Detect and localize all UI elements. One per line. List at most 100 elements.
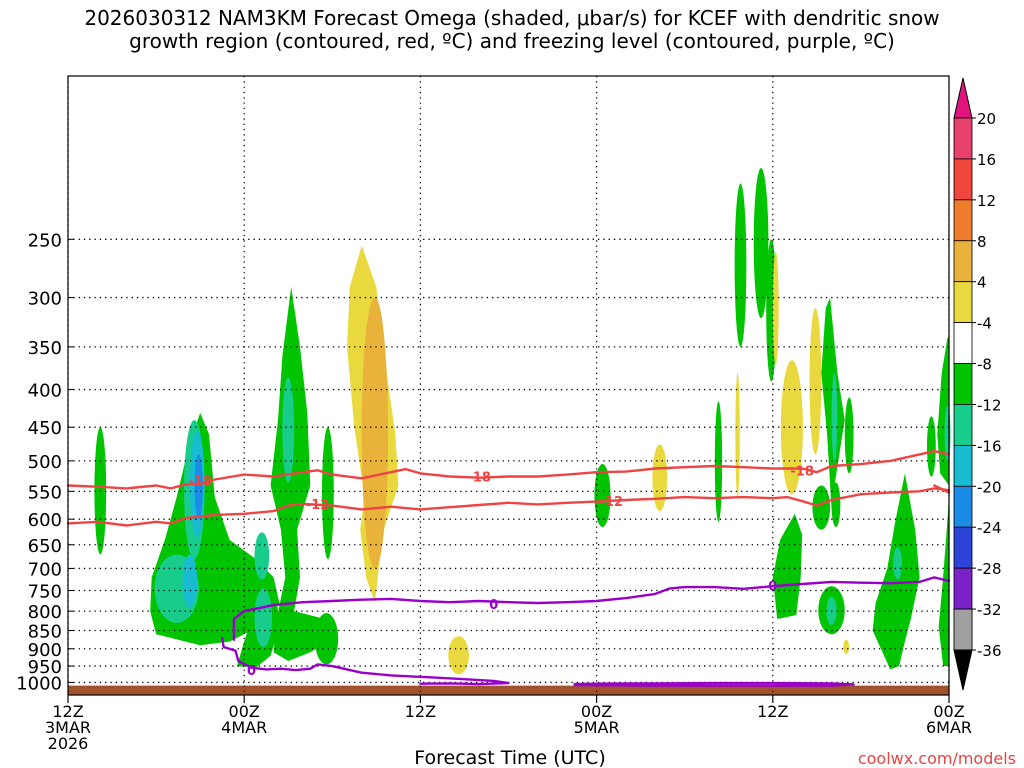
y-tick-label: 950 — [28, 657, 62, 678]
y-tick-label: 850 — [28, 622, 62, 643]
colorbar-segment — [953, 526, 973, 569]
x-tick-label: 12Z — [52, 702, 83, 721]
x-axis-label: Forecast Time (UTC) — [414, 747, 605, 768]
contour-label-minus18: -18 — [188, 475, 212, 490]
omega-region — [254, 588, 273, 648]
omega-region — [831, 373, 838, 461]
contour-label-minus18: -18 — [790, 464, 814, 479]
ground-layer — [68, 685, 949, 695]
x-tick-label: 00Z — [229, 702, 260, 721]
contour-minus18 — [66, 449, 951, 490]
y-tick-label: 700 — [28, 559, 62, 580]
omega-region — [182, 554, 198, 608]
contour-freezing — [232, 576, 951, 641]
omega-region — [938, 497, 949, 667]
colorbar-segment — [953, 199, 973, 242]
colorbar-label: -36 — [977, 642, 1002, 660]
x-tick-label: 3MAR — [45, 718, 91, 737]
omega-region — [652, 444, 668, 512]
y-tick-label: 300 — [28, 289, 62, 310]
y-tick-label: 400 — [28, 381, 62, 402]
contour-label-minus12: -12 — [600, 495, 624, 510]
colorbar-segment — [953, 567, 973, 610]
omega-region — [812, 485, 831, 530]
omega-region — [314, 613, 339, 665]
colorbar-segment — [953, 158, 973, 201]
y-tick-label: 350 — [28, 338, 62, 359]
colorbar-label: -28 — [977, 560, 1002, 578]
y-tick-label: 550 — [28, 482, 62, 503]
colorbar-label: -8 — [977, 356, 992, 374]
chart-title-line2: growth region (contoured, red, ºC) and f… — [129, 29, 895, 53]
x-tick-label: 12Z — [405, 702, 436, 721]
colorbar-segment — [953, 240, 973, 283]
contour-minus12 — [66, 487, 951, 527]
colorbar-segment — [953, 485, 973, 528]
contour-label-minus12: -12 — [306, 498, 330, 513]
colorbar-segment — [953, 444, 973, 487]
omega-region — [843, 639, 850, 655]
colorbar-segment — [953, 117, 973, 160]
omega-region — [282, 377, 295, 483]
colorbar-segment — [953, 404, 973, 446]
colorbar-segment — [953, 363, 973, 405]
omega-region — [780, 360, 803, 495]
credit-label: coolwx.com/models — [858, 749, 1016, 768]
colorbar-segment — [953, 608, 973, 651]
colorbar-label: -20 — [977, 478, 1002, 496]
colorbar-label: -16 — [977, 437, 1002, 455]
colorbar-label: 8 — [977, 233, 987, 251]
contour-freezing-base — [573, 681, 855, 687]
omega-region — [809, 308, 822, 455]
y-tick-label: 250 — [28, 230, 62, 251]
colorbar-label: -32 — [977, 601, 1002, 619]
omega-region — [714, 401, 723, 522]
omega-region — [926, 416, 936, 477]
omega-region — [772, 513, 803, 619]
contour-label-freezing: 0 — [247, 664, 256, 679]
omega-region — [831, 482, 841, 528]
plot-frame — [67, 75, 950, 696]
omega-region — [893, 547, 903, 580]
chart-title-line1: 2026030312 NAM3KM Forecast Omega (shaded… — [84, 6, 939, 30]
y-tick-label: 750 — [28, 581, 62, 602]
y-tick-label: 650 — [28, 536, 62, 557]
contour-freezing-lower — [220, 636, 510, 686]
y-tick-label: 900 — [28, 640, 62, 661]
y-tick-label: 800 — [28, 602, 62, 623]
x-tick-label: 2026 — [48, 734, 89, 753]
x-tick-label: 00Z — [933, 702, 964, 721]
colorbar-label: 16 — [977, 151, 996, 169]
x-tick-label: 12Z — [757, 702, 788, 721]
x-tick-label: 00Z — [581, 702, 612, 721]
omega-region — [844, 397, 854, 474]
colorbar-label: -24 — [977, 519, 1002, 537]
colorbar-segment — [953, 281, 973, 324]
contour-label-freezing: 0 — [489, 598, 498, 613]
y-tick-label: 450 — [28, 418, 62, 439]
ground-band — [68, 685, 949, 695]
omega-region — [448, 636, 469, 675]
x-tick-label: 6MAR — [926, 718, 972, 737]
y-axis: 2503003504004505005506006507007508008509… — [16, 230, 74, 694]
colorbar-label: 20 — [977, 110, 996, 128]
y-tick-label: 600 — [28, 510, 62, 531]
colorbar-bottom-arrow — [953, 649, 973, 691]
omega-region — [753, 167, 769, 319]
colorbar-label: -4 — [977, 315, 992, 333]
contour-label-minus18: -18 — [467, 470, 491, 485]
omega-region — [194, 454, 203, 520]
omega-region — [735, 373, 740, 498]
colorbar-top-arrow — [953, 77, 973, 119]
colorbar: 20 16 12 8 4 -4 -8 -12 -16 -20 -24 -28 -32 -36 — [953, 77, 1002, 691]
omega-region — [594, 464, 611, 528]
omega-region — [734, 183, 747, 347]
contour-label-freezing: 0 — [768, 579, 777, 594]
omega-shading — [94, 167, 951, 675]
x-tick-label: 4MAR — [221, 718, 267, 737]
x-tick-label: 5MAR — [574, 718, 620, 737]
omega-region — [772, 251, 779, 365]
colorbar-label: 12 — [977, 192, 996, 210]
